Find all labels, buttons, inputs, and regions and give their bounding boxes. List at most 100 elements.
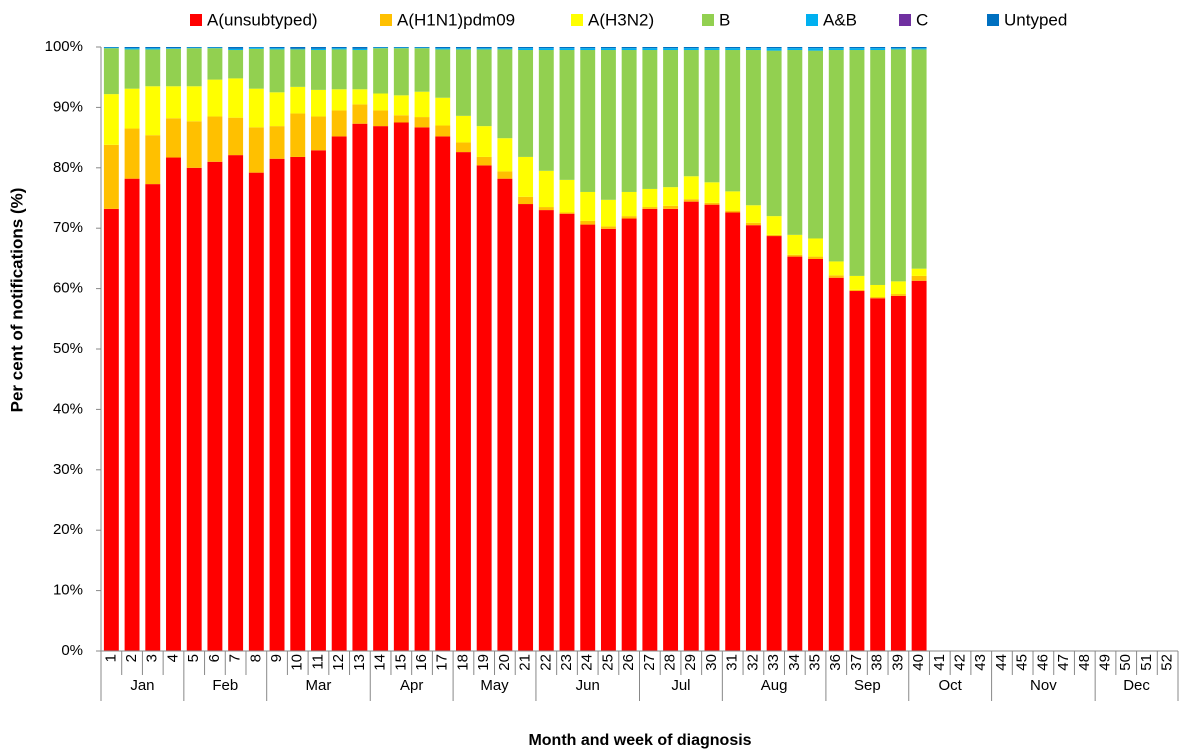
bar-segment [890, 281, 906, 295]
bar-segment [393, 115, 409, 123]
bar-segment [476, 156, 492, 166]
y-tick-label: 60% [53, 280, 83, 297]
x-tick-label: 31 [724, 654, 741, 671]
bar-segment [538, 48, 554, 51]
bar-segment [352, 89, 368, 105]
bar-segment [497, 178, 513, 651]
bar-segment [373, 47, 389, 49]
bar-segment [207, 161, 223, 651]
y-tick-label: 50% [53, 340, 83, 357]
bar-segment [166, 118, 181, 158]
bar-segment [663, 208, 679, 651]
bar-segment [828, 50, 844, 262]
bar-segment [745, 225, 761, 651]
y-tick-label: 10% [53, 582, 83, 599]
legend-swatch [571, 14, 583, 26]
bar-segment [725, 48, 741, 51]
month-label: Sep [854, 677, 881, 694]
x-tick-label: 36 [827, 654, 844, 671]
bar-segment [228, 50, 244, 79]
bar-segment [290, 48, 306, 50]
bar-segment [145, 48, 161, 50]
bar-segment [352, 123, 368, 651]
legend-label: A(unsubtyped) [207, 10, 318, 29]
bar-segment [186, 167, 202, 652]
bar-segment [725, 47, 741, 49]
x-tick-label: 15 [392, 654, 409, 671]
bar-segment [166, 47, 181, 49]
bar-segment [207, 48, 223, 80]
bar-segment [497, 47, 513, 49]
bar-segment [580, 47, 596, 49]
bar-segment [186, 86, 202, 122]
bar-segment [352, 47, 368, 49]
bar-segment [621, 48, 637, 51]
bar-segment [455, 142, 471, 153]
legend-swatch [987, 14, 999, 26]
x-tick-label: 35 [807, 654, 824, 671]
bar-segment [808, 238, 824, 257]
bar-segment [352, 48, 368, 51]
legend-swatch [190, 14, 202, 26]
bar-segment [683, 199, 699, 202]
bar-segment [311, 48, 326, 51]
x-tick-label: 22 [537, 654, 554, 671]
bar-segment [248, 172, 264, 651]
bar-segment [290, 49, 306, 87]
bar-segment [145, 184, 161, 651]
legend-label: A(H1N1)pdm09 [397, 10, 515, 29]
bar-segment [808, 256, 824, 260]
x-tick-label: 50 [1117, 654, 1134, 671]
legend-swatch [702, 14, 714, 26]
bar-segment [290, 156, 306, 652]
bar-segment [228, 155, 244, 651]
bar-segment [725, 191, 741, 211]
bar-segment [497, 171, 513, 179]
bar-segment [870, 47, 886, 49]
y-tick-label: 40% [53, 400, 83, 417]
bar-segment [518, 156, 534, 197]
bar-segment [207, 116, 223, 162]
x-tick-label: 25 [599, 654, 616, 671]
bar-segment [435, 49, 451, 98]
x-tick-label: 17 [434, 654, 451, 671]
bar-segment [145, 49, 161, 87]
bar-segment [828, 277, 844, 651]
bar-segment [311, 89, 326, 117]
bar-segment [745, 47, 761, 49]
bar-segment [745, 205, 761, 223]
bar-segment [476, 126, 492, 157]
bar-segment [787, 256, 803, 651]
bar-segment [103, 47, 119, 49]
bar-segment [725, 212, 741, 651]
month-label: Jun [576, 677, 600, 694]
bar-segment [911, 280, 927, 651]
bar-segment [683, 176, 699, 200]
bar-segment [166, 48, 181, 87]
bar-segment [663, 48, 679, 51]
bar-segment [828, 48, 844, 51]
bar-segment [248, 127, 264, 173]
bar-segment [870, 297, 886, 299]
x-tick-label: 12 [330, 654, 347, 671]
bar-segment [166, 48, 181, 49]
bar-segment [663, 187, 679, 206]
bar-segment [518, 48, 534, 51]
bar-segment [103, 208, 119, 651]
bar-segment [311, 150, 326, 651]
bar-segment [331, 89, 347, 111]
x-axis-title: Month and week of diagnosis [528, 732, 751, 749]
bar-segment [600, 48, 616, 51]
x-tick-label: 52 [1159, 654, 1176, 671]
bar-segment [373, 126, 389, 651]
bar-segment [559, 50, 575, 180]
bar-segment [828, 261, 844, 276]
x-tick-label: 39 [889, 654, 906, 671]
bar-segment [870, 48, 886, 51]
x-tick-label: 6 [206, 654, 223, 662]
x-tick-label: 24 [579, 654, 596, 671]
bar-segment [766, 216, 782, 235]
bar-segment [870, 50, 886, 285]
bar-segment [911, 48, 927, 50]
legend-label: Untyped [1004, 10, 1067, 29]
